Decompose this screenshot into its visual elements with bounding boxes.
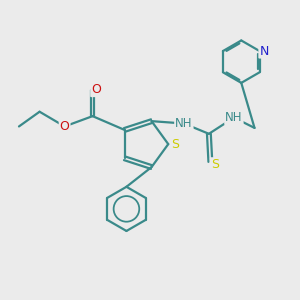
Text: O: O xyxy=(91,83,101,96)
Text: NH: NH xyxy=(175,117,193,130)
Text: O: O xyxy=(60,120,70,133)
Text: NH: NH xyxy=(225,111,243,124)
Text: N: N xyxy=(260,45,269,58)
Text: S: S xyxy=(211,158,219,171)
Text: S: S xyxy=(172,138,180,151)
